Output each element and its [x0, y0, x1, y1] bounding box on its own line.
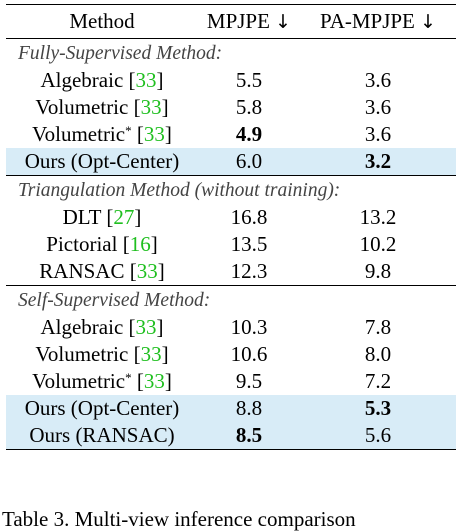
table-header-row: Method MPJPE ↓ PA-MPJPE ↓: [6, 5, 456, 38]
header-mpjpe: MPJPE ↓: [198, 8, 300, 36]
header-mpjpe-label: MPJPE: [206, 8, 270, 33]
table-row: Volumetric* [33] 4.9 3.6: [6, 121, 456, 148]
method-cell: Volumetric [33]: [35, 342, 169, 366]
mpjpe-value: 8.5: [235, 423, 263, 447]
header-method: Method: [69, 9, 135, 33]
table-row: RANSAC [33] 12.3 9.8: [6, 258, 456, 285]
method-cell: Ours (RANSAC): [6, 422, 198, 449]
mpjpe-value: 12.3: [230, 259, 268, 283]
table-caption: Table 3. Multi-view inference comparison: [2, 507, 356, 531]
mpjpe-value: 16.8: [230, 205, 268, 229]
pa-mpjpe-value: 8.0: [364, 342, 392, 366]
pa-mpjpe-value: 3.6: [364, 68, 392, 92]
pa-mpjpe-value: 3.2: [364, 149, 392, 173]
asterisk-mark: *: [125, 123, 132, 138]
method-name: Algebraic: [40, 315, 124, 339]
method-name: Algebraic: [40, 68, 124, 92]
table-top-rule: [6, 4, 456, 5]
mpjpe-value: 9.5: [235, 369, 263, 393]
method-name: Ours (Opt-Center): [24, 396, 180, 420]
mpjpe-value: 10.6: [230, 342, 268, 366]
method-name: Volumetric: [32, 369, 126, 393]
pa-mpjpe-value: 13.2: [359, 205, 397, 229]
table-bottom-rule: [6, 449, 456, 450]
table-row: Ours (Opt-Center) 6.0 3.2: [6, 148, 456, 175]
method-name: Volumetric: [35, 95, 129, 119]
method-name: Volumetric: [35, 342, 129, 366]
citation-link[interactable]: 33: [135, 68, 157, 92]
pa-mpjpe-value: 3.6: [364, 95, 392, 119]
method-name: Ours (Opt-Center): [24, 149, 180, 173]
method-name: DLT: [62, 205, 102, 229]
section-rule: [6, 38, 456, 39]
pa-mpjpe-value: 7.8: [364, 315, 392, 339]
section-rule: [6, 175, 456, 176]
section-title: Triangulation Method (without training):: [18, 179, 341, 201]
table-body: Fully-Supervised Method: Algebraic [33] 5.…: [6, 38, 456, 450]
method-name: Pictorial: [46, 232, 118, 256]
down-arrow-icon: ↓: [420, 10, 437, 33]
method-cell: Volumetric* [33]: [32, 369, 172, 393]
table-row: Volumetric [33] 5.8 3.6: [6, 94, 456, 121]
pa-mpjpe-value: 5.3: [364, 396, 392, 420]
method-cell: Pictorial [16]: [46, 232, 158, 256]
mpjpe-value: 13.5: [230, 232, 268, 256]
mpjpe-value: 6.0: [235, 149, 263, 173]
method-cell: Algebraic [33]: [40, 315, 164, 339]
method-cell: Volumetric [33]: [35, 95, 169, 119]
mpjpe-value: 5.8: [235, 95, 263, 119]
results-table: Method MPJPE ↓ PA-MPJPE ↓ Fully-Supervis…: [6, 4, 456, 450]
citation-link[interactable]: 33: [136, 259, 158, 283]
method-name: RANSAC: [39, 259, 125, 283]
method-cell: Ours (Opt-Center): [6, 395, 198, 422]
citation-link[interactable]: 27: [113, 205, 135, 229]
pa-mpjpe-value: 7.2: [364, 369, 392, 393]
citation-link[interactable]: 33: [143, 122, 165, 146]
table-row: Ours (Opt-Center) 8.8 5.3: [6, 395, 456, 422]
citation-link[interactable]: 33: [135, 315, 157, 339]
table-row: Algebraic [33] 5.5 3.6: [6, 67, 456, 94]
section-rule: [6, 285, 456, 286]
pa-mpjpe-value: 5.6: [364, 423, 392, 447]
method-name: Ours (RANSAC): [29, 423, 175, 447]
table-row: Volumetric [33] 10.6 8.0: [6, 341, 456, 368]
table-row: Ours (RANSAC) 8.5 5.6: [6, 422, 456, 449]
pa-mpjpe-value: 9.8: [364, 259, 392, 283]
section-title: Fully-Supervised Method:: [18, 42, 223, 64]
citation-link[interactable]: 33: [140, 342, 162, 366]
mpjpe-value: 5.5: [235, 68, 263, 92]
method-cell: Algebraic [33]: [40, 68, 164, 92]
table-row: Algebraic [33] 10.3 7.8: [6, 314, 456, 341]
citation-link[interactable]: 33: [140, 95, 162, 119]
table-row: DLT [27] 16.8 13.2: [6, 204, 456, 231]
down-arrow-icon: ↓: [275, 10, 292, 33]
citation-link[interactable]: 16: [129, 232, 151, 256]
method-name: Volumetric: [32, 122, 126, 146]
method-cell: DLT [27]: [62, 205, 142, 229]
citation-link[interactable]: 33: [143, 369, 165, 393]
method-cell: Volumetric* [33]: [32, 122, 172, 146]
pa-mpjpe-value: 3.6: [364, 122, 392, 146]
table-row: Pictorial [16] 13.5 10.2: [6, 231, 456, 258]
mpjpe-value: 8.8: [235, 396, 263, 420]
method-cell: RANSAC [33]: [39, 259, 165, 283]
section-title: Self-Supervised Method:: [18, 289, 211, 311]
asterisk-mark: *: [125, 370, 132, 385]
header-pa-mpjpe-label: PA-MPJPE: [319, 8, 415, 33]
mpjpe-value: 4.9: [235, 122, 263, 146]
header-pa-mpjpe: PA-MPJPE ↓: [300, 8, 456, 36]
method-cell: Ours (Opt-Center): [6, 148, 198, 175]
table-row: Volumetric* [33] 9.5 7.2: [6, 368, 456, 395]
pa-mpjpe-value: 10.2: [359, 232, 397, 256]
mpjpe-value: 10.3: [230, 315, 268, 339]
